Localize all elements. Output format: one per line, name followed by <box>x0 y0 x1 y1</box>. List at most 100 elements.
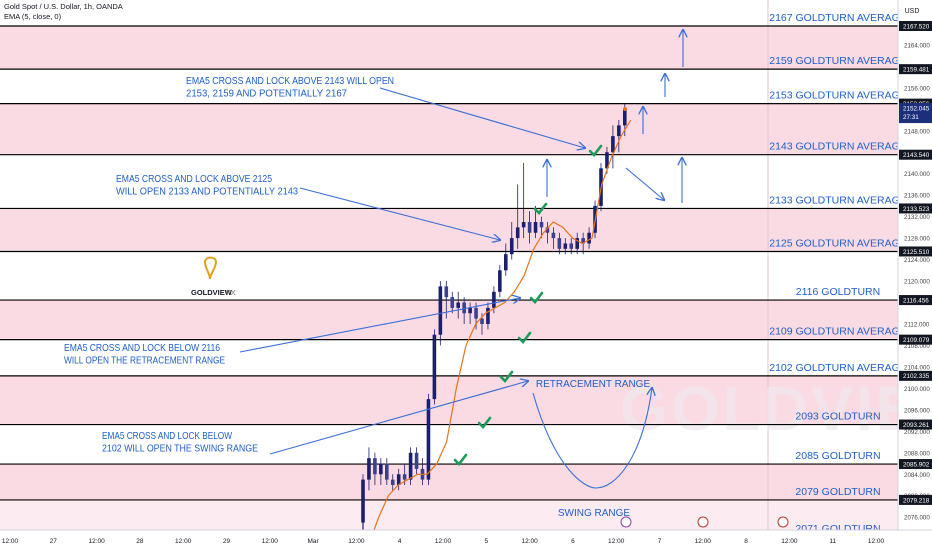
current-price-tag-bg <box>899 103 932 124</box>
level-lines <box>0 25 898 501</box>
candle-body-44 <box>623 109 627 126</box>
price-tag-bg-9 <box>899 419 932 430</box>
level-label-3: 2143 GOLDTURN AVERAGE <box>769 141 907 153</box>
time-tick-label: 28 <box>136 538 144 545</box>
candle-body-22 <box>492 291 496 308</box>
price-tick-label: 2096.000 <box>904 407 930 414</box>
candle-body-28 <box>527 222 532 233</box>
candle-body-37 <box>581 238 585 244</box>
annotation-2-line-0: EMA5 CROSS AND LOCK BELOW 2116 <box>64 342 220 354</box>
candle-body-35 <box>569 243 574 249</box>
price-tag-1: 2159.481 <box>903 67 930 74</box>
band-3 <box>0 300 898 340</box>
candle-body-25 <box>509 238 514 255</box>
candle-body-12 <box>432 334 437 400</box>
retracement-arc <box>532 388 652 489</box>
arrow-1 <box>299 187 500 240</box>
indicator-label[interactable]: EMA (5, close, 0) <box>4 12 62 21</box>
price-tag-6: 2116.456 <box>903 297 929 304</box>
candle-body-23 <box>498 270 502 292</box>
candle-body-24 <box>504 254 508 271</box>
band-0 <box>0 26 898 70</box>
level-label-6: 2116 GOLDTURN <box>796 286 880 298</box>
arrow-9 <box>625 167 664 200</box>
check-mark-4 <box>529 291 544 304</box>
price-tick-label: 2076.000 <box>904 515 930 522</box>
price-axis[interactable]: USD2076.0002080.0002084.0002088.0002092.… <box>897 0 932 530</box>
price-tag-bg-8 <box>899 370 932 381</box>
band-5 <box>0 464 898 500</box>
event-icon-1 <box>697 516 709 528</box>
candle-body-20 <box>480 318 484 324</box>
price-tick-label: 2164.000 <box>904 42 930 49</box>
price-tick-label: 2136.000 <box>904 193 930 200</box>
candle-body-17 <box>462 302 466 314</box>
level-label-4: 2133 GOLDTURN AVERAGE <box>769 194 907 206</box>
price-tag-4: 2133.523 <box>903 206 930 213</box>
level-label-0: 2167 GOLDTURN AVERAGE <box>769 12 907 24</box>
band-1 <box>0 103 898 155</box>
level-bands <box>0 0 898 530</box>
symbol-title[interactable]: Gold Spot / U.S. Dollar, 1h, OANDA <box>4 2 123 11</box>
price-tag-bg-1 <box>899 64 932 75</box>
time-tick-label: Mar <box>307 538 319 545</box>
candle-body-11 <box>426 399 431 480</box>
price-tag-11: 2079.218 <box>903 497 930 504</box>
annotations-layer: EMA5 CROSS AND LOCK ABOVE 2143 WILL OPEN… <box>64 30 683 455</box>
markers-layer <box>453 107 627 466</box>
time-axis[interactable]: 12:00 27 12:00 28 12:00 29 12:00 Mar 12:00 4 12:00… <box>0 529 932 550</box>
candle-body-9 <box>414 452 419 469</box>
candle-body-30 <box>539 222 544 228</box>
currency-label: USD <box>905 8 920 15</box>
level-label-9: 2093 GOLDTURN <box>795 411 880 423</box>
price-tag-bg-4 <box>899 203 932 214</box>
candle-body-1 <box>367 458 371 480</box>
time-tick-label: 12:00 <box>262 538 279 545</box>
check-mark-5 <box>533 202 548 215</box>
band-4 <box>0 375 898 425</box>
event-icon-0 <box>620 516 632 528</box>
watermark-text: GOLDVIEW FX <box>620 375 932 444</box>
candle-body-6 <box>396 474 401 485</box>
candle-body-2 <box>373 458 377 475</box>
price-tag-7: 2109.079 <box>903 337 930 344</box>
price-tick-label: 2084.000 <box>904 472 930 479</box>
swing-range-label: SWING RANGE <box>558 508 631 519</box>
candle-body-15 <box>450 297 455 308</box>
price-tag-10: 2085.902 <box>903 461 930 468</box>
time-tick-label: 8 <box>744 538 748 545</box>
level-label-8: 2102 GOLDTURN AVERAGE <box>769 362 907 374</box>
price-tag-bg-10 <box>899 459 932 470</box>
price-tick-label: 2140.000 <box>904 171 930 178</box>
price-tag-9: 2093.261 <box>903 422 930 429</box>
chart-legend[interactable]: Gold Spot / U.S. Dollar, 1h, OANDA EMA (… <box>4 2 123 22</box>
current-price-countdown: 27:31 <box>903 114 919 121</box>
price-tick-label: 2128.000 <box>904 236 930 243</box>
price-tag-bg-11 <box>899 494 932 505</box>
logo-text-light: FX <box>226 288 236 297</box>
time-tick-label: 6 <box>571 538 575 545</box>
current-price-tag: 2152.045 <box>903 106 930 113</box>
time-tick-label: 5 <box>484 538 488 545</box>
candle-body-21 <box>486 307 490 324</box>
event-icon-2 <box>777 516 789 528</box>
check-mark-6 <box>588 144 603 157</box>
candle-body-4 <box>385 463 389 480</box>
price-tick-label: 2100.000 <box>904 386 930 393</box>
candle-body-18 <box>468 307 472 314</box>
level-label-7: 2109 GOLDTURN AVERAGE <box>769 326 907 338</box>
level-label-11: 2079 GOLDTURN <box>795 486 880 498</box>
price-tick-label: 2088.000 <box>904 450 930 457</box>
candle-body-34 <box>563 243 568 249</box>
time-axis-bg <box>0 530 932 550</box>
band-2 <box>0 208 898 252</box>
level-label-5: 2125 GOLDTURN AVERAGE <box>769 237 907 249</box>
price-tag-8: 2102.335 <box>903 373 930 380</box>
time-tick-label: 12:00 <box>868 538 885 545</box>
logo-text-bold: GOLDVIEW <box>191 288 233 297</box>
ema-line <box>368 119 632 545</box>
ema-layer <box>368 119 632 545</box>
